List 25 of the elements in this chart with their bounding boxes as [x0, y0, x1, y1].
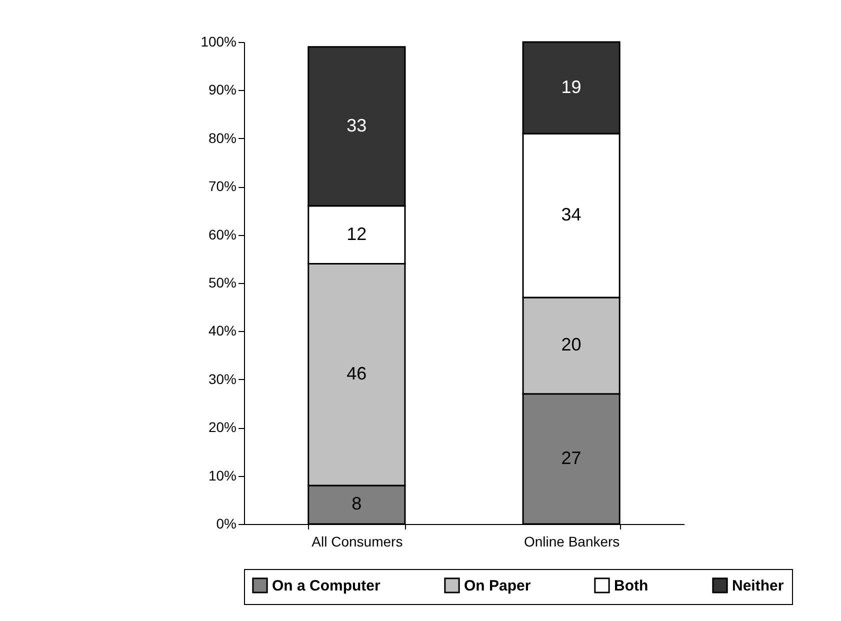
y-tick-label: 0%	[216, 516, 236, 532]
x-tick-label: All Consumers	[312, 534, 403, 550]
legend-label: Both	[614, 577, 648, 594]
data-label: 12	[346, 224, 367, 244]
y-tick-label: 30%	[208, 370, 236, 387]
data-label: 34	[561, 204, 582, 225]
y-tick-label: 80%	[208, 130, 236, 146]
data-label: 27	[561, 448, 582, 468]
data-label: 19	[561, 76, 582, 97]
legend-label: On a Computer	[272, 577, 380, 594]
y-tick-label: 10%	[208, 467, 236, 484]
data-label: 20	[561, 334, 582, 355]
y-tick-label: 100%	[200, 34, 236, 50]
y-tick-label: 90%	[208, 82, 236, 98]
data-label: 33	[346, 115, 367, 136]
y-tick-label: 60%	[208, 226, 236, 242]
data-label: 46	[346, 364, 367, 384]
y-tick-label: 20%	[208, 419, 236, 436]
y-tick-label: 40%	[208, 322, 236, 339]
x-tick-label: Online Bankers	[524, 534, 620, 550]
y-tick-label: 70%	[208, 178, 236, 194]
data-label: 8	[352, 494, 362, 514]
legend-label: Neither	[732, 577, 784, 594]
legend-label: On Paper	[464, 577, 531, 594]
y-tick-label: 50%	[208, 274, 236, 290]
